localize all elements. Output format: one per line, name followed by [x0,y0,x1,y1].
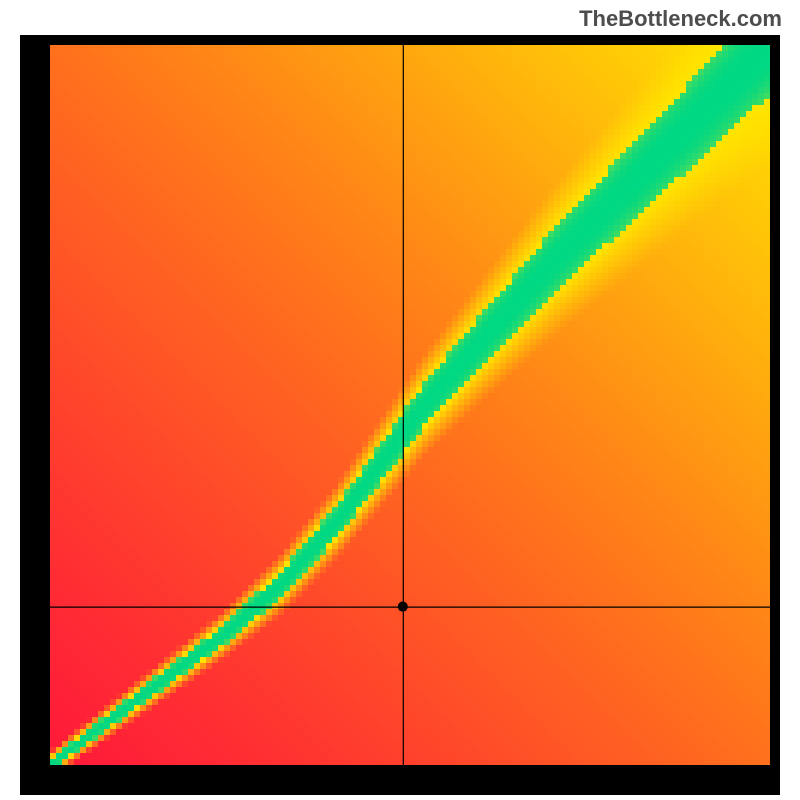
chart-container: TheBottleneck.com [0,0,800,800]
plot-frame [20,35,780,795]
heatmap-canvas [50,45,770,765]
watermark-label: TheBottleneck.com [579,6,782,32]
plot-inner [50,45,770,765]
